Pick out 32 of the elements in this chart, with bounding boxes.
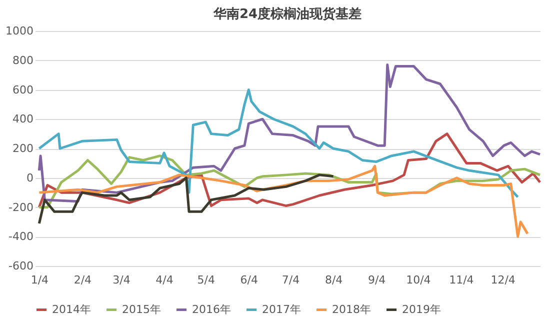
y-tick-label: 1000 xyxy=(6,24,34,38)
x-tick-label: 11/4 xyxy=(449,274,474,286)
y-tick-label: -600 xyxy=(8,260,34,272)
x-tick-label: 5/4 xyxy=(197,274,215,286)
legend-label: 2019年 xyxy=(402,302,441,316)
chart-title: 华南24度棕榈油现货基差 xyxy=(212,6,362,22)
y-tick-label: 400 xyxy=(12,112,34,126)
y-tick-label: 0 xyxy=(26,171,34,184)
y-tick-label: -400 xyxy=(8,230,34,244)
y-tick-label: 800 xyxy=(12,54,34,67)
x-tick-label: 12/4 xyxy=(490,274,516,286)
y-tick-label: -200 xyxy=(8,200,34,214)
line-series xyxy=(38,164,529,238)
line-series xyxy=(38,88,520,198)
x-tick-label: 7/4 xyxy=(282,274,300,286)
legend-label: 2018年 xyxy=(332,302,371,316)
y-tick-label: 200 xyxy=(12,142,34,155)
legend-label: 2015年 xyxy=(122,302,161,316)
x-tick-label: 10/4 xyxy=(406,274,431,286)
y-tick-label: 600 xyxy=(12,83,34,96)
legend-label: 2016年 xyxy=(192,302,231,316)
line-series xyxy=(38,174,335,225)
x-tick-label: 3/4 xyxy=(112,274,130,286)
legend-label: 2017年 xyxy=(262,302,301,316)
x-tick-label: 9/4 xyxy=(368,274,386,286)
x-tick-label: 6/4 xyxy=(240,274,258,286)
legend-label: 2014年 xyxy=(52,302,91,316)
x-tick-label: 4/4 xyxy=(156,274,174,286)
line-series xyxy=(38,64,542,203)
x-tick-label: 2/4 xyxy=(74,274,92,286)
x-tick-label: 8/4 xyxy=(324,274,343,286)
x-tick-label: 1/4 xyxy=(30,274,49,286)
